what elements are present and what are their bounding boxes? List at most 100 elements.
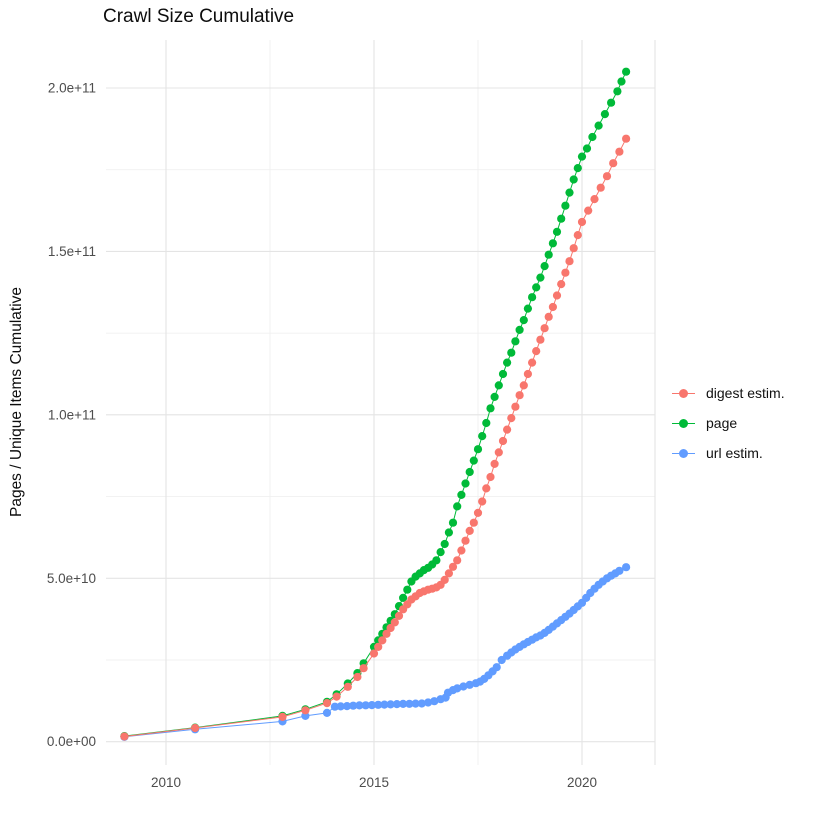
data-point xyxy=(432,556,441,565)
x-tick-label: 2020 xyxy=(567,775,597,790)
data-point xyxy=(453,556,462,565)
data-point xyxy=(473,508,483,517)
data-point xyxy=(544,312,553,321)
data-point xyxy=(461,536,470,545)
data-point xyxy=(465,680,474,689)
data-point xyxy=(617,77,626,86)
data-point xyxy=(440,539,449,549)
data-point xyxy=(374,700,383,709)
data-point xyxy=(507,348,516,357)
data-point xyxy=(336,702,345,711)
data-point xyxy=(590,195,599,204)
data-point xyxy=(622,563,631,572)
data-point xyxy=(430,697,439,706)
data-point xyxy=(519,316,528,325)
data-point xyxy=(622,134,631,143)
y-tick-label: 1.0e+11 xyxy=(48,407,96,422)
data-point xyxy=(342,702,352,711)
data-point xyxy=(353,672,362,682)
data-point xyxy=(343,682,352,691)
data-point xyxy=(540,262,549,271)
data-point xyxy=(322,708,332,718)
data-point xyxy=(561,201,570,210)
data-point xyxy=(355,701,364,710)
data-point xyxy=(548,239,558,248)
data-point xyxy=(573,231,582,240)
data-point xyxy=(380,700,389,709)
data-point xyxy=(561,268,570,277)
y-tick-label: 0.0e+00 xyxy=(47,734,96,749)
data-point xyxy=(120,732,129,741)
data-point xyxy=(596,183,605,192)
data-point xyxy=(367,701,376,710)
data-point xyxy=(482,484,491,493)
legend-key-digest-icon xyxy=(672,388,695,398)
x-tick-label: 2015 xyxy=(359,775,389,790)
data-point xyxy=(536,273,545,282)
data-point xyxy=(494,448,503,457)
data-point xyxy=(469,518,478,527)
data-point xyxy=(503,358,512,367)
data-point xyxy=(582,144,592,153)
data-point xyxy=(498,436,508,446)
legend-label-digest: digest estim. xyxy=(706,385,785,401)
data-point xyxy=(490,392,499,401)
data-point xyxy=(473,445,483,454)
data-point xyxy=(552,291,562,300)
data-point xyxy=(399,593,408,603)
y-tick-label: 1.5e+11 xyxy=(48,244,96,259)
data-point xyxy=(492,663,501,672)
data-point xyxy=(278,712,287,722)
data-point xyxy=(613,87,622,96)
legend-item-page: page xyxy=(672,408,785,438)
data-point xyxy=(565,188,574,197)
data-point xyxy=(494,381,503,390)
data-point xyxy=(486,472,495,482)
data-point xyxy=(515,325,524,334)
data-point xyxy=(448,562,458,571)
data-point xyxy=(399,699,408,709)
data-point xyxy=(359,664,368,673)
data-point xyxy=(478,497,487,506)
data-point xyxy=(482,418,491,428)
data-point xyxy=(519,381,528,390)
data-point xyxy=(444,528,453,537)
data-point xyxy=(532,283,541,292)
legend: digest estim. page url estim. xyxy=(672,378,785,468)
data-point xyxy=(465,526,474,536)
data-point xyxy=(540,324,549,333)
data-point xyxy=(469,456,478,465)
data-point xyxy=(565,257,574,266)
data-point xyxy=(394,611,404,621)
data-point xyxy=(584,206,593,215)
y-axis-title: Pages / Unique Items Cumulative xyxy=(8,286,25,518)
data-point xyxy=(486,404,495,413)
data-point xyxy=(552,227,562,236)
data-point xyxy=(609,159,618,168)
data-point xyxy=(382,629,391,638)
data-point xyxy=(544,250,553,259)
data-point xyxy=(332,692,341,701)
data-point xyxy=(405,699,414,708)
data-point xyxy=(511,337,520,346)
data-point xyxy=(577,152,587,161)
data-point xyxy=(569,244,578,253)
chart-title: Crawl Size Cumulative xyxy=(103,6,295,27)
data-point xyxy=(515,391,524,400)
data-point xyxy=(511,402,520,411)
legend-key-url-icon xyxy=(672,448,695,458)
data-point xyxy=(594,121,603,130)
data-point xyxy=(615,147,624,156)
data-point xyxy=(436,548,445,557)
legend-item-digest-estim: digest estim. xyxy=(672,378,785,408)
data-point xyxy=(523,304,533,313)
data-point xyxy=(528,293,537,302)
data-point xyxy=(457,546,466,555)
data-point xyxy=(453,502,462,511)
series-line-2 xyxy=(124,71,627,737)
data-point xyxy=(457,490,466,499)
data-point xyxy=(523,369,533,379)
y-tick-label: 2.0e+11 xyxy=(48,81,96,96)
data-point xyxy=(417,699,426,708)
